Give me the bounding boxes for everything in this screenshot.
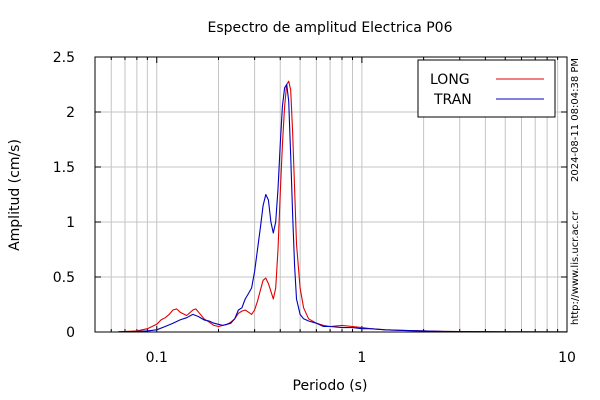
legend-label-tran: TRAN (433, 92, 472, 108)
y-tick-label: 0 (66, 325, 75, 341)
y-tick-label: 1 (66, 215, 75, 231)
legend: LONG TRAN (417, 59, 556, 118)
y-tick-label: 0.5 (53, 270, 75, 286)
y-tick-label: 1.5 (53, 160, 75, 176)
series-lines (118, 80, 568, 333)
x-tick-label: 10 (558, 350, 576, 366)
timestamp-label: 2024-08-11 08:04:38 PM (570, 58, 581, 182)
x-tick-label: 0.1 (146, 350, 168, 366)
x-tick-label: 1 (357, 350, 366, 366)
legend-label-long: LONG (430, 72, 470, 88)
series-line-long (118, 80, 568, 333)
series-line-tran (118, 83, 568, 333)
y-tick-label: 2 (66, 105, 75, 121)
y-axis-label: Amplitud (cm/s) (7, 139, 23, 251)
chart-title: Espectro de amplitud Electrica P06 (208, 20, 453, 36)
x-axis-label: Periodo (s) (293, 378, 368, 394)
tick-labels: 0 0.5 1 1.5 2 2.5 0.1 1 10 (53, 50, 576, 366)
y-tick-label: 2.5 (53, 50, 75, 66)
legend-box (417, 59, 556, 118)
url-label: http://www.lis.ucr.ac.cr (570, 210, 581, 325)
plot-frame (94, 56, 568, 333)
